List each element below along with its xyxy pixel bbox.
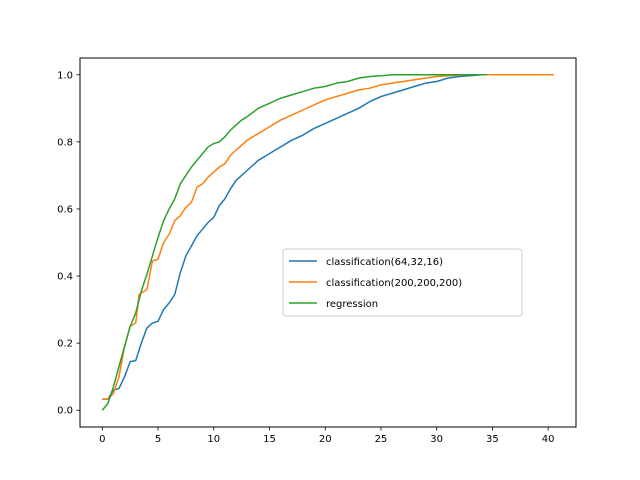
legend-box <box>282 248 523 317</box>
x-tick-label: 20 <box>319 434 332 445</box>
axes-background <box>80 58 576 427</box>
y-tick-label: 0.8 <box>57 137 73 148</box>
series-line-3 <box>101 74 487 411</box>
x-tick-label: 40 <box>542 434 555 445</box>
x-tick-label: 15 <box>263 434 276 445</box>
x-tick-label: 35 <box>486 434 499 445</box>
legend: classification(64,32,16) classification(2… <box>282 248 523 317</box>
legend-label-2: classification(200,200,200) <box>326 278 462 289</box>
y-tick-label: 0.2 <box>57 339 73 350</box>
x-tick-label: 10 <box>207 434 220 445</box>
plot-area <box>79 57 577 428</box>
legend-label-3: regression <box>326 299 378 310</box>
y-tick-label: 0.6 <box>57 204 73 215</box>
series-line-2 <box>102 74 554 400</box>
y-tick-label: 0.4 <box>57 272 73 283</box>
series-line-1 <box>102 74 487 400</box>
axes-frame <box>79 57 577 428</box>
x-tick-label: 30 <box>430 434 443 445</box>
y-tick-label: 1.0 <box>57 70 73 81</box>
x-axis: 0 5 10 15 20 25 30 35 40 <box>99 427 555 445</box>
x-tick-label: 5 <box>155 434 161 445</box>
y-tick-label: 0.0 <box>57 406 73 417</box>
series-layer <box>101 74 554 411</box>
y-axis: 0.0 0.2 0.4 0.6 0.8 1.0 <box>57 70 80 417</box>
x-tick-label: 25 <box>375 434 388 445</box>
x-tick-label: 0 <box>99 434 105 445</box>
legend-label-1: classification(64,32,16) <box>326 257 443 268</box>
